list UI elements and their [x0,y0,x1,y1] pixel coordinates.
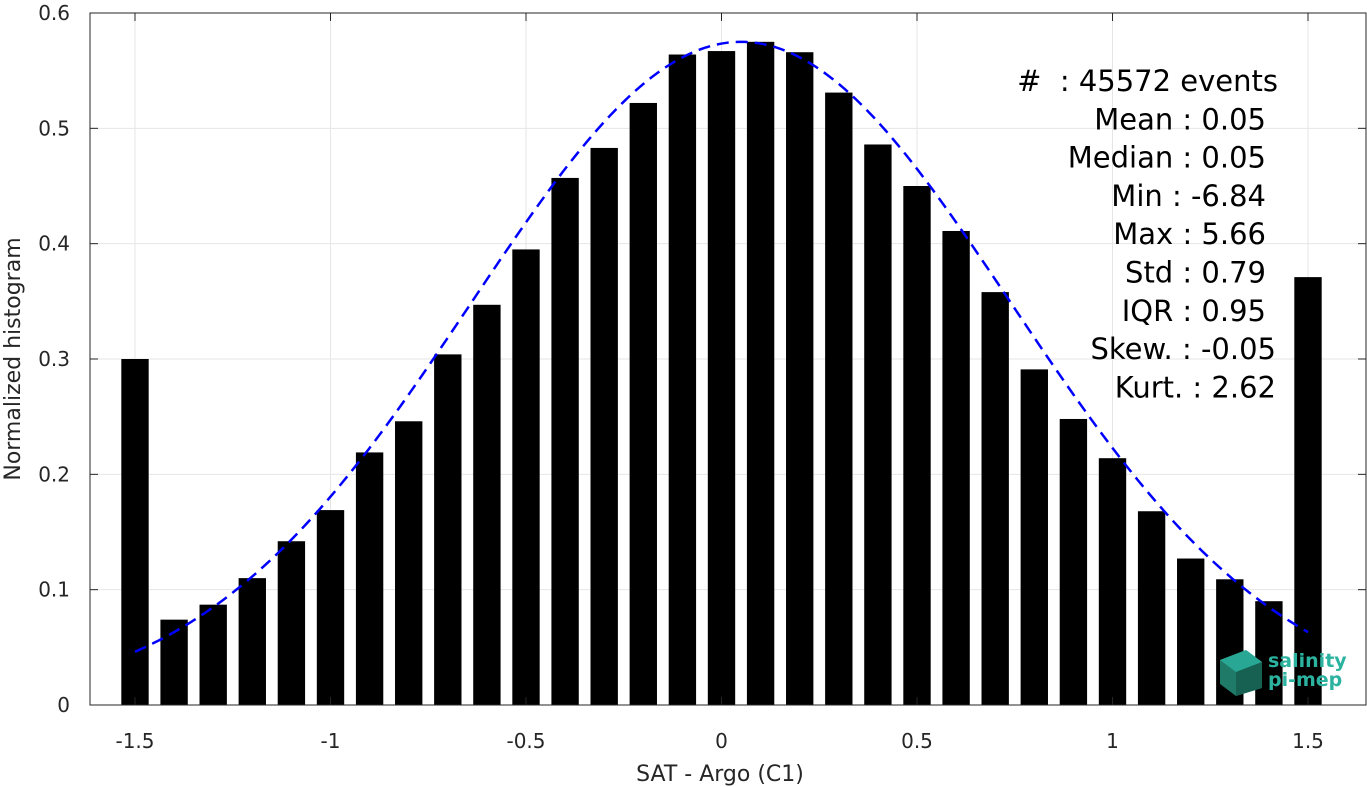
histogram-bar [1294,277,1322,705]
stats-line: Max : 5.66 [1113,217,1266,251]
stats-line: Std : 0.79 [1125,256,1266,290]
histogram-bar [864,144,892,706]
y-tick-label: 0.5 [38,116,70,140]
histogram-bar [590,147,618,705]
gaussian-fit-curve [134,40,1309,653]
histogram-bar [707,51,736,706]
histogram-bar [238,578,266,705]
histogram-bar [199,604,227,705]
y-tick-label: 0.1 [38,578,70,602]
histogram-bar [981,292,1009,705]
stats-line: Skew. : -0.05 [1090,332,1276,366]
x-tick-label: 0.5 [901,729,933,753]
y-tick-label: 0 [57,693,70,717]
y-tick-label: 0.2 [38,462,70,486]
ticks-layer [90,12,1366,706]
histogram-bar [121,359,149,705]
histogram-bar [1177,558,1205,705]
x-tick-label: 1.5 [1292,729,1324,753]
stats-line: IQR : 0.95 [1122,294,1266,328]
histogram-bar [746,41,775,706]
statistics-annotation: # : 45572 events Mean : 0.05 Median : 0.05… [1017,64,1278,404]
histogram-bar [668,54,697,705]
y-tick-label: 0.4 [38,232,70,256]
histogram-bar [825,92,853,705]
x-tick-label: -1 [321,729,341,753]
logo-line1: salinity [1268,650,1347,672]
histogram-bar [512,249,540,705]
histogram-bar [277,541,306,705]
y-tick-label: 0.3 [38,347,70,371]
histogram-bar [355,452,384,705]
logo-cube-icon [1220,650,1262,696]
y-tick-label: 0.6 [38,1,70,25]
histogram-bar [629,102,657,705]
histogram-bar [1098,458,1127,705]
histogram-bar [434,354,462,705]
histogram-bar [786,52,814,706]
stats-line: Kurt. : 2.62 [1115,370,1276,404]
x-tick-label: 0 [715,729,728,753]
x-tick-label: 1 [1106,729,1119,753]
salinity-pimep-logo: salinity pi-mep [1220,650,1347,696]
histogram-bar [1137,511,1166,705]
y-axis-title: Normalized histogram [1,237,26,480]
histogram-bar [903,186,931,705]
histogram-bar [942,230,970,706]
histogram-bar [1059,418,1088,705]
histogram-bar [1020,369,1048,705]
histogram-bar [160,619,188,705]
histogram-bar [316,510,345,705]
histogram-bar [395,421,423,705]
y-tick-labels: 0 0.1 0.2 0.3 0.4 0.5 0.6 [38,1,70,717]
stats-line: Mean : 0.05 [1094,102,1266,136]
stats-line: Min : -6.84 [1111,179,1266,213]
x-tick-label: -0.5 [506,729,545,753]
x-tick-label: -1.5 [115,729,154,753]
x-axis-title: SAT - Argo (C1) [636,762,804,787]
bars-layer [121,41,1322,706]
stats-line: # : 45572 events [1017,64,1278,98]
histogram-bar [473,304,501,705]
histogram-bar [551,177,579,706]
x-tick-labels: -1.5 -1 -0.5 0 0.5 1 1.5 [115,729,1323,753]
logo-line2: pi-mep [1268,669,1342,691]
stats-line: Median : 0.05 [1068,141,1266,175]
